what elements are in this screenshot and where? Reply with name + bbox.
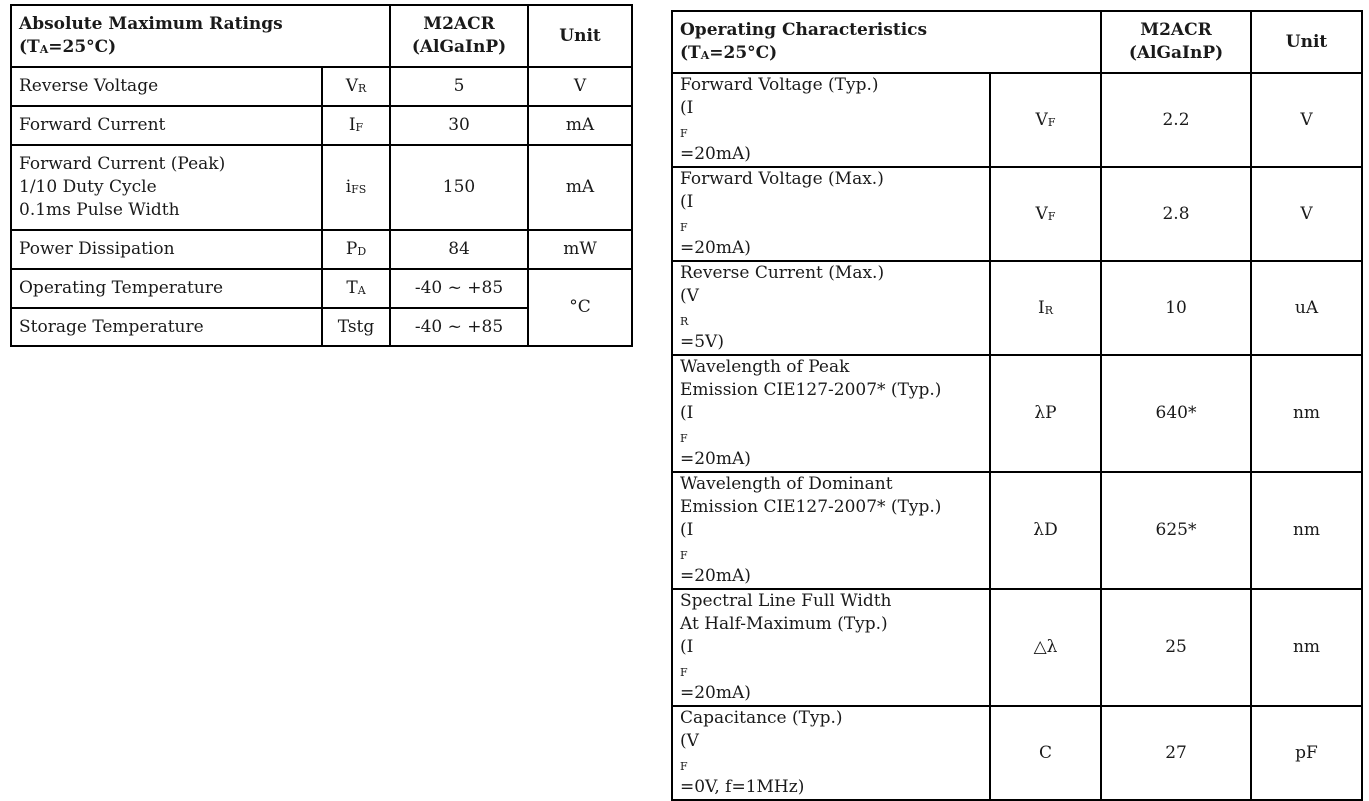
symbol-cell: VR — [320, 66, 392, 107]
unit-cell: uA — [1250, 260, 1364, 356]
value-cell: 150 — [389, 144, 530, 231]
symbol-cell: IR — [988, 260, 1103, 356]
table-header-row: Absolute Maximum Ratings (TA=25°C) M2ACR… — [9, 4, 634, 68]
operating-characteristics-table: Operating Characteristics (TA=25°C) M2AC… — [670, 10, 1364, 801]
part-number-header: M2ACR (AlGaInP) — [1100, 10, 1253, 74]
value-cell: -40 ~ +85 — [389, 307, 530, 347]
table-row: Capacitance (Typ.) (V F =0V, f=1MHz) C 27 … — [671, 705, 1364, 801]
symbol-cell: VF — [988, 72, 1103, 168]
symbol-cell: △λ — [988, 588, 1103, 707]
table-row: Reverse Current (Max.) (V R =5V) IR 10 uA — [671, 260, 1364, 356]
table-row: Operating Temperature TA -40 ~ +85 °C — [10, 268, 634, 347]
table-row: Power Dissipation PD 84 mW — [10, 229, 634, 270]
parameter-cell: Forward Voltage (Typ.) (I F =20mA) — [671, 72, 991, 168]
unit-cell: V — [1250, 72, 1364, 168]
symbol-cell: VF — [988, 166, 1103, 262]
unit-cell: nm — [1250, 588, 1364, 707]
value-cell: 640* — [1100, 354, 1253, 473]
table-row: Wavelength of Dominant Emission CIE127-2… — [671, 471, 1364, 590]
parameter-cell: Capacitance (Typ.) (V F =0V, f=1MHz) — [671, 705, 991, 801]
value-cell: -40 ~ +85 — [389, 268, 530, 309]
value-cell: 625* — [1100, 471, 1253, 590]
table-row: Wavelength of Peak Emission CIE127-2007*… — [671, 354, 1364, 473]
parameter-cell: Forward Voltage (Max.) (I F =20mA) — [671, 166, 991, 262]
value-cell: 5 — [389, 66, 530, 107]
value-cell: 30 — [389, 105, 530, 146]
unit-cell: nm — [1250, 471, 1364, 590]
symbol-cell: λD — [988, 471, 1103, 590]
table-row: Forward Current IF 30 mA — [10, 105, 634, 146]
unit-cell: mA — [527, 105, 634, 146]
unit-header: Unit — [1250, 10, 1364, 74]
symbol-cell: iFS — [320, 144, 392, 231]
table-row: Forward Voltage (Max.) (I F =20mA) VF 2.8 … — [671, 166, 1364, 262]
symbol-cell: Tstg — [320, 307, 392, 347]
symbol-cell: C — [988, 705, 1103, 801]
value-cell: 27 — [1100, 705, 1253, 801]
table-title: Operating Characteristics (TA=25°C) — [670, 10, 1103, 74]
table-row: Reverse Voltage VR 5 V — [10, 66, 634, 107]
parameter-cell: Wavelength of Peak Emission CIE127-2007*… — [671, 354, 991, 473]
unit-cell: V — [527, 66, 634, 107]
unit-cell: nm — [1250, 354, 1364, 473]
parameter-cell: Forward Current — [10, 105, 323, 146]
parameter-cell: Spectral Line Full Width At Half-Maximum… — [671, 588, 991, 707]
parameter-cell: Power Dissipation — [10, 229, 323, 270]
table-row: Storage Temperature Tstg -40 ~ +85 — [10, 307, 632, 347]
table-row: Forward Voltage (Typ.) (I F =20mA) VF 2.2 … — [671, 72, 1364, 168]
unit-cell: mA — [527, 144, 634, 231]
unit-header: Unit — [527, 4, 634, 68]
value-cell: 84 — [389, 229, 530, 270]
unit-cell: pF — [1250, 705, 1364, 801]
table-header-row: Operating Characteristics (TA=25°C) M2AC… — [670, 10, 1364, 74]
unit-cell: mW — [527, 229, 634, 270]
parameter-cell: Operating Temperature — [10, 268, 323, 309]
unit-cell: °C — [527, 268, 634, 347]
symbol-cell: λP — [988, 354, 1103, 473]
value-cell: 25 — [1100, 588, 1253, 707]
value-cell: 2.2 — [1100, 72, 1253, 168]
parameter-cell: Forward Current (Peak) 1/10 Duty Cycle 0… — [10, 144, 323, 231]
parameter-cell: Reverse Voltage — [10, 66, 323, 107]
value-cell: 10 — [1100, 260, 1253, 356]
table-row: Forward Current (Peak) 1/10 Duty Cycle 0… — [10, 144, 634, 231]
absolute-maximum-ratings-table: Absolute Maximum Ratings (TA=25°C) M2ACR… — [9, 4, 634, 347]
table-row: Spectral Line Full Width At Half-Maximum… — [671, 588, 1364, 707]
symbol-cell: PD — [320, 229, 392, 270]
part-number-header: M2ACR (AlGaInP) — [389, 4, 530, 68]
symbol-cell: IF — [320, 105, 392, 146]
parameter-cell: Storage Temperature — [10, 307, 323, 347]
symbol-cell: TA — [320, 268, 392, 309]
value-cell: 2.8 — [1100, 166, 1253, 262]
parameter-cell: Reverse Current (Max.) (V R =5V) — [671, 260, 991, 356]
parameter-cell: Wavelength of Dominant Emission CIE127-2… — [671, 471, 991, 590]
unit-cell: V — [1250, 166, 1364, 262]
table-title: Absolute Maximum Ratings (TA=25°C) — [9, 4, 392, 68]
